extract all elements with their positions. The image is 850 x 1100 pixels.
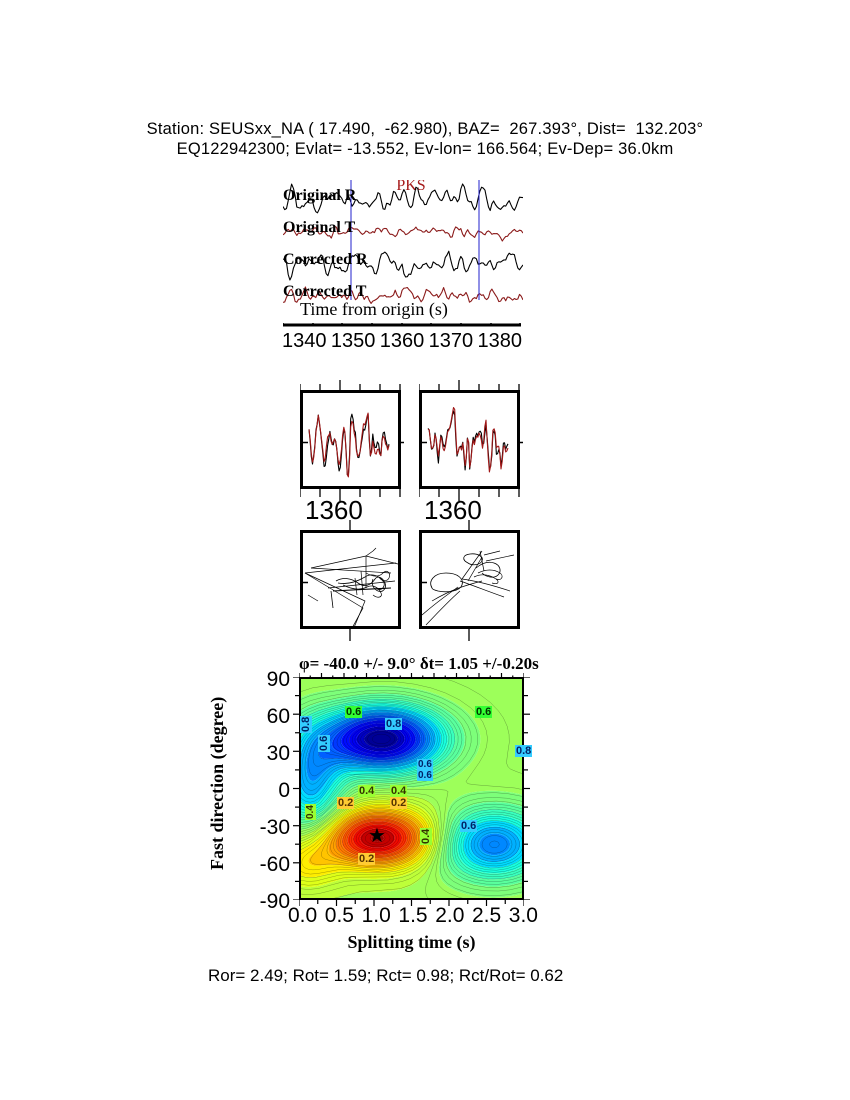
svg-text:Corrected T: Corrected T [283,283,367,300]
svg-text:Original T: Original T [283,219,355,236]
svg-text:PKS: PKS [396,180,425,194]
svg-text:Corrected R: Corrected R [283,251,368,268]
svg-text:Original R: Original R [283,187,357,204]
